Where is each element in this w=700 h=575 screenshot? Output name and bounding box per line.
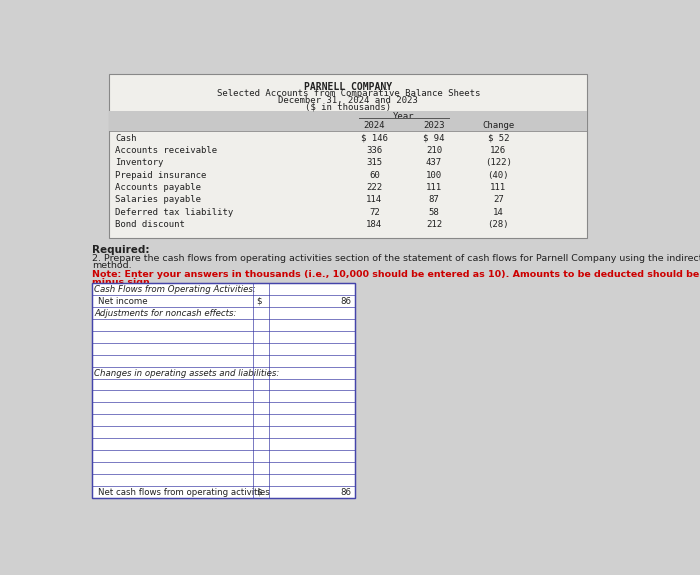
Text: Change: Change: [482, 121, 514, 129]
Text: Note: Enter your answers in thousands (i.e., 10,000 should be entered as 10). Am: Note: Enter your answers in thousands (i…: [92, 270, 700, 279]
Text: (122): (122): [485, 158, 512, 167]
Text: Accounts receivable: Accounts receivable: [116, 146, 218, 155]
Text: Inventory: Inventory: [116, 158, 164, 167]
Text: 58: 58: [428, 208, 440, 217]
Text: $ 94: $ 94: [424, 133, 444, 143]
Text: 437: 437: [426, 158, 442, 167]
Text: 87: 87: [428, 196, 440, 204]
Text: 336: 336: [366, 146, 382, 155]
Text: 86: 86: [341, 488, 352, 497]
Text: 14: 14: [493, 208, 503, 217]
Text: (40): (40): [487, 171, 509, 179]
Bar: [109, 74, 587, 239]
Text: Net cash flows from operating activities: Net cash flows from operating activities: [98, 488, 270, 497]
Text: 222: 222: [366, 183, 382, 192]
Text: method.: method.: [92, 262, 132, 270]
Bar: [92, 283, 355, 498]
Text: 100: 100: [426, 171, 442, 179]
Text: 86: 86: [341, 297, 352, 306]
Text: 60: 60: [369, 171, 379, 179]
Text: Cash Flows from Operating Activities:: Cash Flows from Operating Activities:: [94, 285, 256, 294]
Text: Year: Year: [393, 112, 415, 121]
Text: ($ in thousands): ($ in thousands): [305, 103, 391, 112]
Text: 2024: 2024: [363, 121, 385, 129]
Text: 114: 114: [366, 196, 382, 204]
Text: 27: 27: [493, 196, 503, 204]
Text: Required:: Required:: [92, 244, 150, 255]
Text: 184: 184: [366, 220, 382, 229]
Text: Deferred tax liability: Deferred tax liability: [116, 208, 234, 217]
Bar: [92, 283, 355, 498]
Text: 126: 126: [490, 146, 506, 155]
Text: 111: 111: [426, 183, 442, 192]
Text: Selected Accounts from Comparative Balance Sheets: Selected Accounts from Comparative Balan…: [216, 89, 480, 98]
Text: Bond discount: Bond discount: [116, 220, 186, 229]
Text: Prepaid insurance: Prepaid insurance: [116, 171, 206, 179]
Text: Salaries payable: Salaries payable: [116, 196, 202, 204]
Text: 2023: 2023: [424, 121, 444, 129]
Text: 210: 210: [426, 146, 442, 155]
Text: $: $: [256, 297, 262, 306]
Text: 111: 111: [490, 183, 506, 192]
Text: Cash: Cash: [116, 133, 137, 143]
Text: 212: 212: [426, 220, 442, 229]
Text: December 31, 2024 and 2023: December 31, 2024 and 2023: [279, 96, 418, 105]
Text: Accounts payable: Accounts payable: [116, 183, 202, 192]
Text: 72: 72: [369, 208, 379, 217]
Text: $: $: [256, 488, 262, 497]
Text: $ 52: $ 52: [487, 133, 509, 143]
Text: $ 146: $ 146: [360, 133, 388, 143]
Text: (28): (28): [487, 220, 509, 229]
Text: 315: 315: [366, 158, 382, 167]
Bar: [109, 110, 587, 131]
Text: PARNELL COMPANY: PARNELL COMPANY: [304, 82, 392, 92]
Text: Adjustments for noncash effects:: Adjustments for noncash effects:: [94, 309, 237, 318]
Text: 2. Prepare the cash flows from operating activities section of the statement of : 2. Prepare the cash flows from operating…: [92, 254, 700, 263]
Text: Changes in operating assets and liabilities:: Changes in operating assets and liabilit…: [94, 369, 280, 378]
Text: minus sign.: minus sign.: [92, 278, 154, 287]
Text: Net income: Net income: [98, 297, 148, 306]
